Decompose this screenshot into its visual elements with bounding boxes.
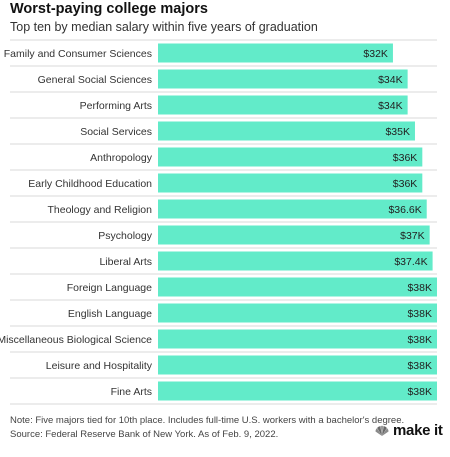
- chart-footer: Note: Five majors tied for 10th place. I…: [10, 414, 404, 442]
- data-label: $38K: [407, 360, 432, 372]
- data-label: $35K: [385, 126, 410, 138]
- bar: [158, 95, 408, 115]
- bar: [158, 381, 437, 401]
- bar: [158, 199, 427, 219]
- data-label: $38K: [407, 308, 432, 320]
- data-label: $37.4K: [394, 256, 427, 268]
- make-it-logo: make it: [374, 422, 443, 439]
- category-label: English Language: [68, 308, 152, 320]
- cnbc-peacock-icon: [375, 425, 389, 436]
- category-label: Anthropology: [90, 152, 153, 164]
- category-label: Performing Arts: [80, 100, 152, 112]
- category-label: Miscellaneous Biological Science: [0, 334, 152, 346]
- category-label: Psychology: [98, 230, 152, 242]
- category-label: Early Childhood Education: [28, 178, 152, 190]
- category-label: Social Services: [80, 126, 152, 138]
- bar: [158, 277, 437, 297]
- category-label: Family and Consumer Sciences: [4, 48, 152, 60]
- category-label: General Social Sciences: [38, 74, 152, 86]
- chart-title: Worst-paying college majors: [10, 1, 208, 17]
- data-label: $34K: [378, 74, 403, 86]
- bar: [158, 43, 393, 63]
- bar: [158, 69, 408, 89]
- data-label: $38K: [407, 386, 432, 398]
- bar: [158, 303, 437, 323]
- category-label: Foreign Language: [67, 282, 152, 294]
- data-label: $38K: [407, 334, 432, 346]
- bar: [158, 173, 423, 193]
- bar: [158, 121, 415, 141]
- bar: [158, 329, 437, 349]
- data-label: $32K: [363, 48, 388, 60]
- data-label: $36K: [393, 178, 418, 190]
- category-label: Fine Arts: [111, 386, 152, 398]
- footnote: Note: Five majors tied for 10th place. I…: [10, 415, 405, 426]
- source-note: Source: Federal Reserve Bank of New York…: [10, 429, 279, 440]
- bar: [158, 147, 423, 167]
- chart-subtitle: Top ten by median salary within five yea…: [10, 20, 318, 34]
- category-label: Theology and Religion: [48, 204, 153, 216]
- data-label: $38K: [407, 282, 432, 294]
- data-label: $36K: [393, 152, 418, 164]
- bar: [158, 355, 437, 375]
- bar-chart: Family and Consumer Sciences $32K General …: [0, 39, 437, 405]
- category-label: Leisure and Hospitality: [46, 360, 153, 372]
- data-label: $37K: [400, 230, 425, 242]
- bar: [158, 225, 430, 245]
- data-label: $34K: [378, 100, 403, 112]
- bar: [158, 251, 433, 271]
- logo-text: make it: [393, 422, 443, 439]
- data-label: $36.6K: [388, 204, 421, 216]
- category-label: Liberal Arts: [99, 256, 152, 268]
